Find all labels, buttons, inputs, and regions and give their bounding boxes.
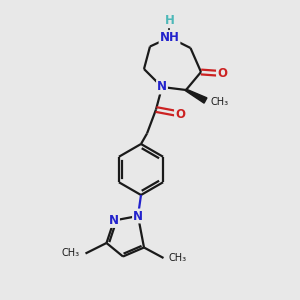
Text: H: H (165, 14, 174, 28)
Text: CH₃: CH₃ (169, 253, 187, 263)
Text: CH₃: CH₃ (211, 97, 229, 107)
Text: O: O (175, 107, 185, 121)
Text: O: O (217, 67, 227, 80)
Polygon shape (186, 89, 207, 103)
Text: N: N (133, 209, 143, 223)
Text: CH₃: CH₃ (62, 248, 80, 259)
Text: N: N (157, 80, 167, 94)
Text: NH: NH (160, 31, 179, 44)
Text: N: N (109, 214, 119, 227)
